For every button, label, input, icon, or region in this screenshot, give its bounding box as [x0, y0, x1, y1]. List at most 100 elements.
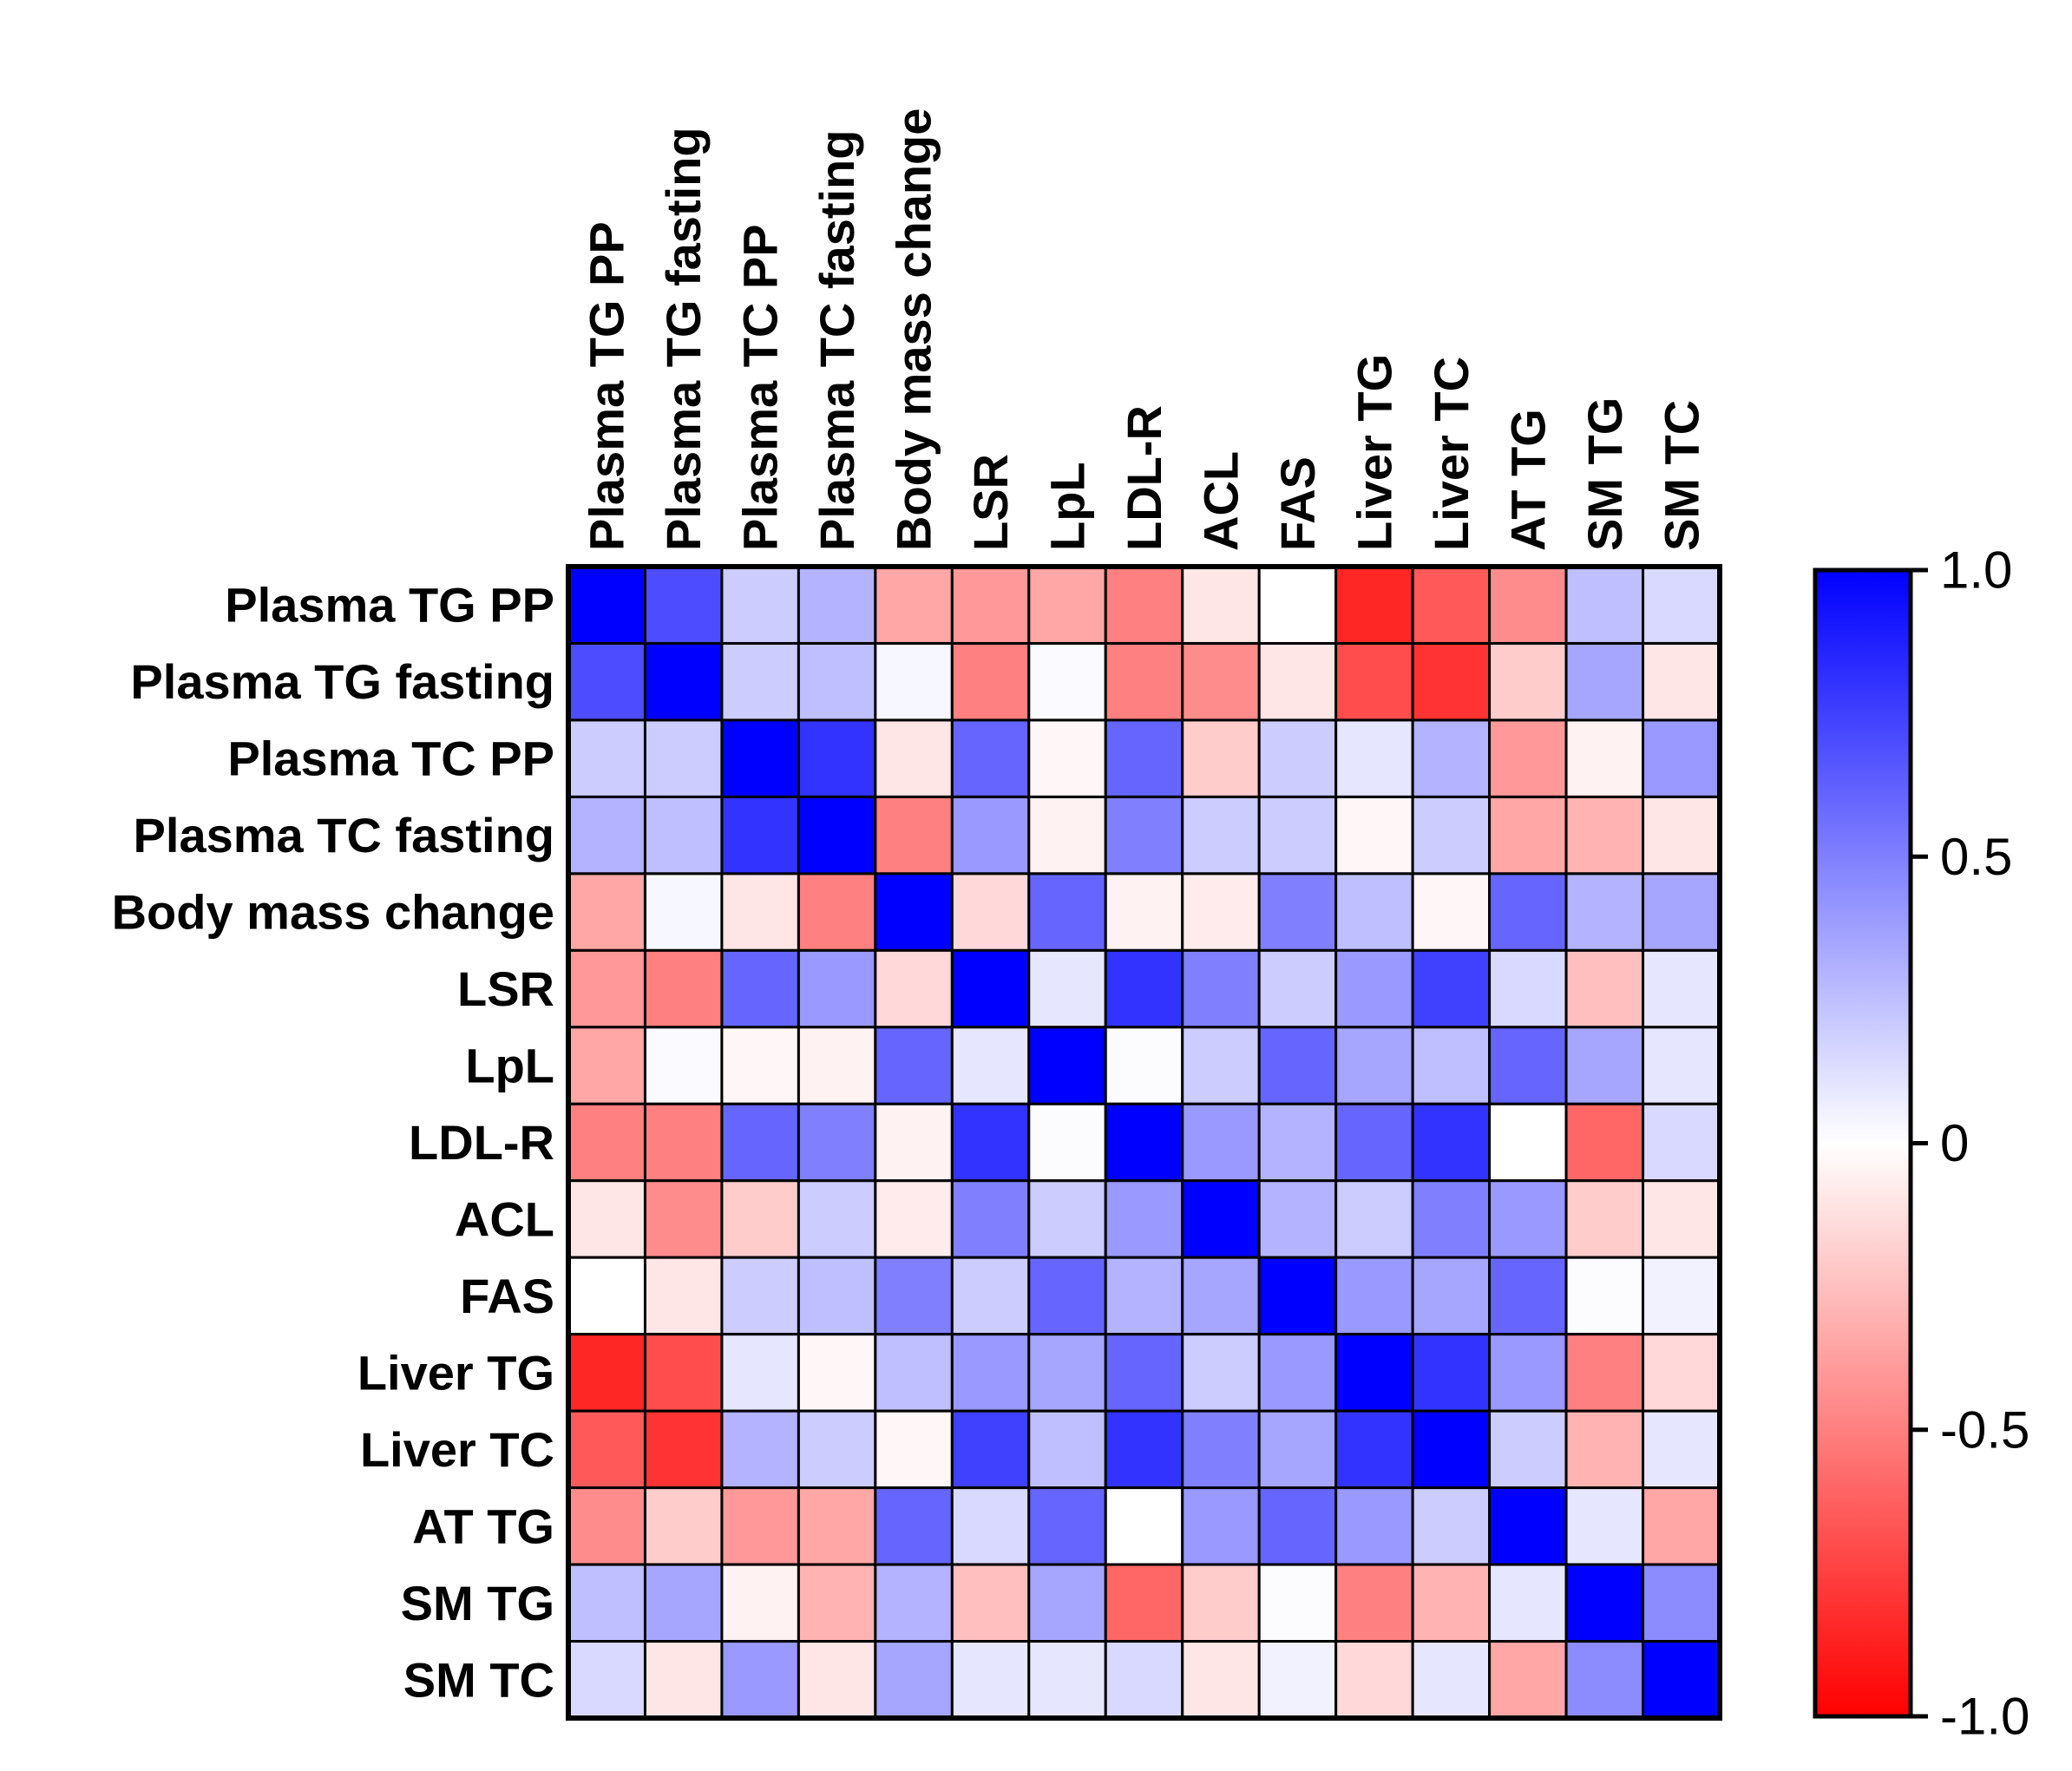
heatmap-cell — [1564, 948, 1645, 1029]
colorbar-tick-label: 0.5 — [1940, 828, 2012, 886]
heatmap-cell — [1488, 1640, 1568, 1720]
heatmap-cell — [1257, 565, 1338, 645]
heatmap-cell — [1411, 1409, 1492, 1490]
heatmap-cell — [797, 872, 877, 952]
heatmap-cell — [720, 1333, 800, 1413]
heatmap-cell — [643, 718, 724, 798]
heatmap-cell — [874, 565, 954, 645]
heatmap-cell — [1488, 1486, 1568, 1566]
heatmap-cell — [1411, 718, 1492, 798]
heatmap-cell — [1181, 1486, 1261, 1566]
heatmap-cell — [1564, 1256, 1645, 1336]
heatmap-cell — [1104, 1563, 1184, 1643]
heatmap-cell — [797, 1256, 877, 1336]
heatmap-cell — [1411, 872, 1492, 952]
heatmap-cell — [643, 948, 724, 1029]
row-label: Plasma TG fasting — [130, 654, 554, 709]
heatmap-cell — [1027, 641, 1107, 722]
heatmap-cell — [1642, 565, 1721, 645]
heatmap-cell — [567, 1102, 646, 1183]
heatmap-cell — [1488, 641, 1568, 722]
heatmap-cell — [643, 1563, 724, 1643]
heatmap-cell — [1257, 718, 1338, 798]
heatmap-cell — [1488, 1102, 1568, 1183]
heatmap-cell — [1104, 1333, 1184, 1413]
heatmap-cell — [1181, 1026, 1261, 1105]
colorbar-tick-label: -0.5 — [1940, 1400, 2029, 1459]
heatmap-cell — [1642, 718, 1721, 798]
row-label: Plasma TG PP — [225, 578, 554, 633]
heatmap-cell — [567, 795, 646, 876]
heatmap-cell — [1564, 872, 1645, 952]
heatmap-cell — [797, 1179, 877, 1259]
heatmap-cell — [567, 1486, 646, 1566]
heatmap-cell — [643, 1409, 724, 1490]
heatmap-cell — [797, 565, 877, 645]
heatmap-cell — [1027, 948, 1107, 1029]
colorbar-gradient — [1813, 567, 1913, 1719]
row-label: AT TG — [412, 1499, 554, 1553]
heatmap-cell — [1181, 641, 1261, 722]
heatmap-cell — [1642, 1333, 1721, 1413]
heatmap-cell — [1564, 795, 1645, 876]
heatmap-cell — [1642, 948, 1721, 1029]
heatmap-cell — [720, 1563, 800, 1643]
heatmap-cell — [1411, 1486, 1492, 1566]
heatmap-cell — [1104, 1026, 1184, 1105]
heatmap-cell — [874, 1026, 954, 1105]
heatmap-cell — [720, 641, 800, 722]
heatmap-cell — [1104, 1102, 1184, 1183]
heatmap-cell — [797, 1563, 877, 1643]
heatmap-cell — [1257, 948, 1338, 1029]
heatmap-cell — [567, 872, 646, 952]
heatmap-cell — [1642, 1640, 1721, 1720]
heatmap-cell — [720, 1256, 800, 1336]
heatmap-cell — [874, 1486, 954, 1566]
heatmap-cell — [874, 641, 954, 722]
heatmap-cell — [720, 718, 800, 798]
heatmap-cell — [1488, 1179, 1568, 1259]
row-labels: Plasma TG PP Plasma TG fasting Plasma TC P… — [112, 578, 554, 1708]
heatmap-cell — [797, 718, 877, 798]
row-label: SM TC — [403, 1652, 554, 1707]
heatmap-cell — [950, 1256, 1031, 1336]
heatmap-cell — [567, 1333, 646, 1413]
column-label: ACL — [1193, 451, 1248, 551]
heatmap-cell — [874, 718, 954, 798]
heatmap-cell — [643, 1102, 724, 1183]
heatmap-cell — [797, 1486, 877, 1566]
heatmap-cell — [950, 1026, 1031, 1105]
heatmap-cell — [1411, 1026, 1492, 1105]
heatmap-cell — [950, 1563, 1031, 1643]
heatmap-cell — [1334, 1409, 1414, 1490]
row-label: Body mass change — [112, 885, 554, 940]
heatmap-cell — [874, 1256, 954, 1336]
heatmap-cell — [1488, 948, 1568, 1029]
heatmap-cell — [1027, 1179, 1107, 1259]
heatmap-cell — [1488, 718, 1568, 798]
heatmap-cell — [797, 1333, 877, 1413]
heatmap-cell — [567, 1563, 646, 1643]
heatmap-cell — [643, 1333, 724, 1413]
heatmap-cell — [1181, 1256, 1261, 1336]
heatmap-cell — [1334, 1486, 1414, 1566]
heatmap-cell — [797, 1409, 877, 1490]
column-label: SM TC — [1654, 400, 1708, 551]
heatmap-cell — [874, 948, 954, 1029]
heatmap-cell — [1104, 872, 1184, 952]
row-label: Plasma TC PP — [227, 731, 554, 786]
heatmap-cell — [950, 718, 1031, 798]
heatmap-cell — [1027, 795, 1107, 876]
heatmap-cell — [1488, 1256, 1568, 1336]
heatmap-cell — [643, 795, 724, 876]
heatmap-cell — [1104, 1409, 1184, 1490]
heatmap-cell — [1027, 1409, 1107, 1490]
heatmap-cell — [1257, 1333, 1338, 1413]
heatmap-cell — [643, 872, 724, 952]
heatmap-cell — [1411, 641, 1492, 722]
heatmap-cell — [1564, 1640, 1645, 1720]
row-label: LDL-R — [409, 1115, 554, 1170]
row-label: Liver TG — [357, 1345, 554, 1400]
heatmap-cell — [1411, 1640, 1492, 1720]
